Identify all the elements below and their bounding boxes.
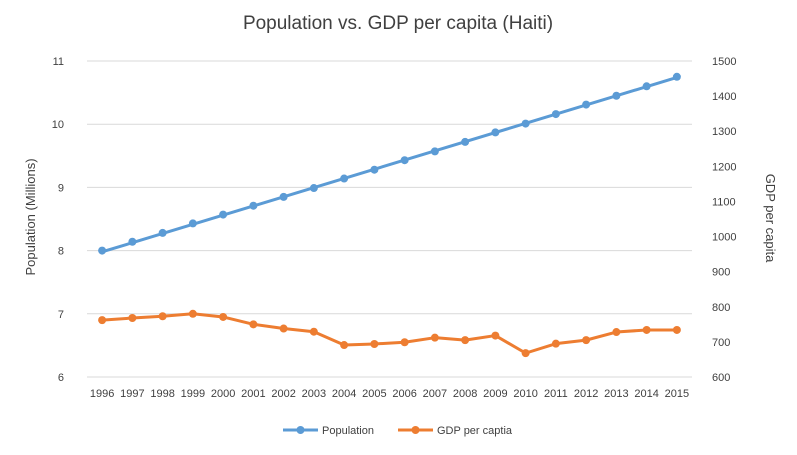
- right-tick-label: 1500: [712, 56, 736, 68]
- data-point[interactable]: [642, 82, 651, 91]
- right-tick-label: 900: [712, 267, 730, 279]
- legend-swatch-marker: [296, 426, 305, 434]
- x-tick-label: 2014: [634, 388, 658, 400]
- data-point[interactable]: [279, 192, 288, 201]
- data-point[interactable]: [612, 91, 621, 100]
- x-tick-label: 1997: [120, 388, 144, 400]
- series-population: [98, 72, 681, 255]
- left-tick-label: 8: [58, 246, 64, 258]
- data-point[interactable]: [188, 309, 197, 318]
- x-tick-label: 2004: [332, 388, 356, 400]
- x-tick-label: 2011: [544, 388, 568, 400]
- data-point[interactable]: [309, 327, 318, 336]
- right-axis-label: GDP per capita: [763, 174, 778, 263]
- data-point[interactable]: [461, 336, 470, 345]
- series-gdp: [98, 309, 681, 358]
- right-tick-label: 800: [712, 302, 730, 314]
- x-tick-label: 2000: [211, 388, 235, 400]
- data-point[interactable]: [98, 246, 107, 255]
- data-point[interactable]: [158, 312, 167, 321]
- data-point[interactable]: [672, 72, 681, 81]
- data-point[interactable]: [400, 338, 409, 347]
- data-point[interactable]: [340, 341, 349, 350]
- data-point[interactable]: [249, 201, 258, 210]
- data-point[interactable]: [219, 312, 228, 321]
- data-point[interactable]: [98, 316, 107, 325]
- x-tick-label: 2012: [574, 388, 598, 400]
- right-tick-label: 1400: [712, 91, 736, 103]
- data-point[interactable]: [491, 331, 500, 340]
- right-tick-label: 1200: [712, 161, 736, 173]
- data-point[interactable]: [551, 110, 560, 119]
- data-point[interactable]: [309, 184, 318, 193]
- data-point[interactable]: [128, 237, 137, 246]
- x-tick-label: 2008: [453, 388, 477, 400]
- data-point[interactable]: [521, 349, 530, 358]
- data-point[interactable]: [582, 336, 591, 345]
- legend-item-gdp[interactable]: GDP per captia: [398, 425, 513, 437]
- data-point[interactable]: [128, 314, 137, 323]
- x-tick-label: 2002: [271, 388, 295, 400]
- data-point[interactable]: [188, 219, 197, 228]
- x-tick-label: 1998: [150, 388, 174, 400]
- data-point[interactable]: [430, 333, 439, 342]
- data-point[interactable]: [219, 210, 228, 219]
- x-tick-label: 2010: [513, 388, 537, 400]
- right-tick-label: 700: [712, 337, 730, 349]
- data-point[interactable]: [521, 119, 530, 128]
- series-layer: [98, 72, 681, 358]
- legend-label-population: Population: [322, 425, 374, 437]
- x-tick-label: 2007: [423, 388, 447, 400]
- data-point[interactable]: [340, 174, 349, 183]
- data-point[interactable]: [491, 128, 500, 137]
- data-point[interactable]: [461, 137, 470, 146]
- data-point[interactable]: [370, 339, 379, 348]
- right-tick-label: 1300: [712, 126, 736, 138]
- left-tick-label: 11: [53, 56, 64, 68]
- left-axis-label: Population (Millions): [23, 158, 38, 275]
- x-tick-label: 2006: [392, 388, 416, 400]
- x-tick-label: 2005: [362, 388, 386, 400]
- x-tick-label: 2013: [604, 388, 628, 400]
- legend-item-population[interactable]: Population: [283, 425, 374, 437]
- x-tick-label: 2003: [302, 388, 326, 400]
- data-point[interactable]: [642, 325, 651, 334]
- right-tick-label: 1100: [712, 196, 736, 208]
- data-point[interactable]: [279, 324, 288, 333]
- left-tick-label: 7: [58, 309, 64, 321]
- x-axis-ticks: 1996 1997 1998 1999 2000 2001 2002 2003 2004 2005…: [90, 388, 689, 400]
- series-line: [100, 312, 679, 355]
- x-tick-label: 2001: [241, 388, 265, 400]
- data-point[interactable]: [612, 328, 621, 337]
- gridlines: [87, 60, 692, 378]
- data-point[interactable]: [430, 147, 439, 156]
- x-tick-label: 1999: [181, 388, 205, 400]
- right-tick-label: 600: [712, 372, 730, 384]
- legend-swatch-marker: [411, 426, 420, 434]
- x-tick-label: 1996: [90, 388, 114, 400]
- x-tick-label: 2015: [665, 388, 689, 400]
- data-point[interactable]: [400, 156, 409, 165]
- x-tick-label: 2009: [483, 388, 507, 400]
- data-point[interactable]: [551, 339, 560, 348]
- chart-title: Population vs. GDP per capita (Haiti): [243, 13, 553, 34]
- data-point[interactable]: [582, 100, 591, 109]
- data-point[interactable]: [672, 325, 681, 334]
- legend: Population GDP per captia: [283, 425, 513, 437]
- left-tick-label: 9: [58, 182, 64, 194]
- data-point[interactable]: [158, 228, 167, 237]
- left-tick-label: 10: [52, 119, 64, 131]
- legend-label-gdp: GDP per captia: [437, 425, 513, 437]
- left-axis-ticks: 6 7 8 9 10 11: [52, 56, 64, 384]
- series-line: [100, 75, 679, 254]
- right-axis-ticks: 600 700 800 900 1000 1100 1200 1300 1400 1500: [712, 56, 736, 384]
- data-point[interactable]: [370, 165, 379, 174]
- data-point[interactable]: [249, 320, 258, 329]
- left-tick-label: 6: [58, 372, 64, 384]
- right-tick-label: 1000: [712, 232, 736, 244]
